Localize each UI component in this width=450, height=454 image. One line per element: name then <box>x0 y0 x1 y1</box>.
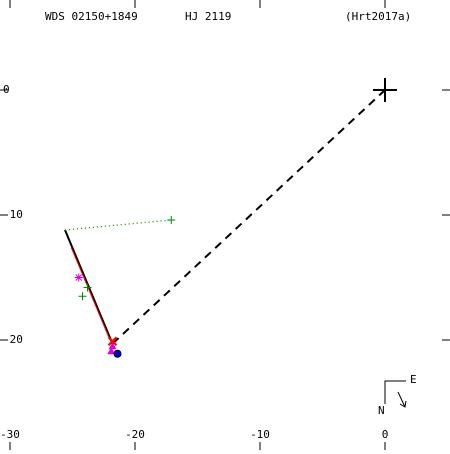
measurement <box>78 292 87 301</box>
compass-north: N <box>378 404 385 417</box>
measurement <box>108 342 117 350</box>
orbit-line <box>64 219 172 231</box>
compass-east: E <box>410 373 417 386</box>
primary-star <box>373 78 397 102</box>
x-tick-label: -20 <box>125 428 145 441</box>
x-tick-label: -10 <box>250 428 270 441</box>
orbit-line <box>70 247 111 341</box>
x-tick-label: 0 <box>382 428 389 441</box>
y-tick-label: -10 <box>3 208 23 221</box>
measurement <box>107 336 118 346</box>
chart-subtitle: HJ 2119 <box>185 10 231 23</box>
measurement <box>83 283 92 292</box>
compass-arrowhead <box>399 400 407 408</box>
compass: N E <box>378 373 417 417</box>
measurement <box>167 216 176 224</box>
reference: (Hrt2017a) <box>345 10 411 23</box>
chart-title: WDS 02150+1849 <box>45 10 138 23</box>
compass-arrow <box>397 391 406 408</box>
y-tick-label: 0 <box>3 83 10 96</box>
orbit-line <box>111 89 386 345</box>
measurement <box>107 347 116 355</box>
y-tick-label: -20 <box>3 333 23 346</box>
measurement <box>74 273 83 282</box>
x-tick-label: -30 <box>0 428 20 441</box>
compass-axes <box>384 380 406 404</box>
orbit-line <box>64 229 114 345</box>
measurement <box>113 349 122 358</box>
